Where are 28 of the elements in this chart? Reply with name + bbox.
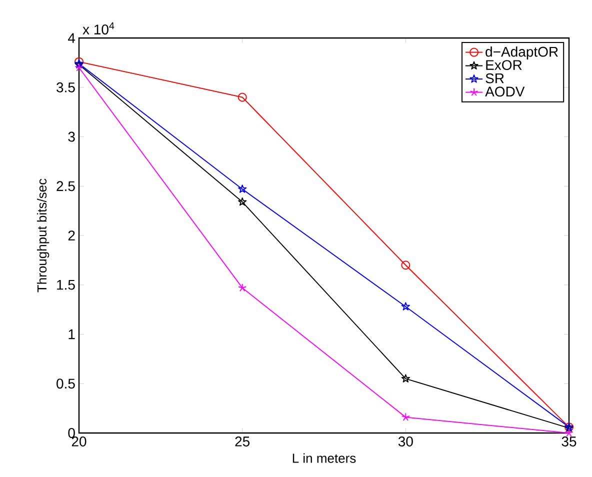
point	[238, 184, 247, 193]
point	[238, 92, 247, 102]
x-tick-label: 25	[235, 436, 250, 446]
y-tick-label: 3	[68, 132, 75, 142]
y-tick-label: 2	[68, 230, 75, 240]
legend-label: ExOR	[486, 60, 522, 70]
y-tick-label: 4	[68, 33, 76, 43]
y-tick-label: 1.5	[57, 280, 75, 290]
point	[401, 302, 410, 310]
point	[401, 260, 410, 270]
x-tick-label: 30	[398, 436, 413, 446]
y-tick-label: 2.5	[56, 181, 75, 192]
legend-label: d−AdaptOR	[486, 46, 558, 60]
x-tick-label: 35	[562, 436, 576, 446]
x-axis-title: L in meters	[292, 453, 356, 463]
y-axis-title: Throughput bits/sec	[37, 178, 50, 292]
x-tick-label: 20	[72, 436, 86, 446]
legend-label: SR	[486, 73, 504, 84]
y-tick-label: 3.5	[56, 82, 75, 92]
text: x 10$^{4}$	[82, 22, 114, 34]
legend-label: AODV	[485, 86, 525, 97]
point	[238, 197, 247, 206]
y-tick-label: 0	[68, 428, 75, 438]
y-tick-label: 0.5	[56, 378, 75, 389]
y-tick-label: 1	[68, 329, 75, 340]
point	[238, 283, 247, 292]
point	[401, 374, 410, 382]
point	[401, 412, 410, 421]
